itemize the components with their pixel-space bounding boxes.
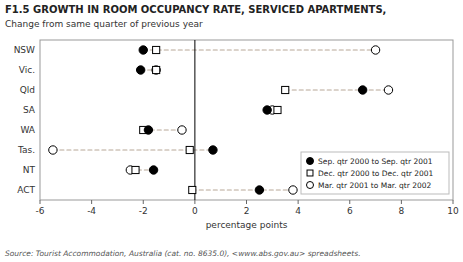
x-tick — [91, 200, 92, 204]
x-tick — [194, 200, 195, 204]
dot — [149, 166, 157, 174]
y-tick-label: Qld — [20, 85, 35, 95]
plot-frame — [40, 40, 453, 200]
x-tick — [246, 200, 247, 204]
dot — [139, 46, 147, 54]
dot — [153, 66, 160, 73]
dot — [152, 66, 160, 74]
x-tick — [401, 200, 402, 204]
x-tick-label: -2 — [139, 206, 148, 216]
legend-label: Sep. qtr 2000 to Sep. qtr 2001 — [318, 157, 433, 166]
range-line — [192, 189, 293, 190]
legend-marker — [307, 170, 313, 176]
y-tick-label: NSW — [14, 45, 35, 55]
dot — [255, 186, 263, 194]
legend: Sep. qtr 2000 to Sep. qtr 2001 Dec. qtr 2… — [301, 152, 449, 194]
dot — [49, 146, 57, 154]
dot — [144, 126, 152, 134]
chart: F1.5 GROWTH IN ROOM OCCUPANCY RATE, SERV… — [0, 0, 463, 262]
y-tick-label: Vic. — [19, 65, 35, 75]
dot — [282, 86, 289, 93]
x-tick-label: 2 — [244, 206, 250, 216]
dot — [209, 146, 217, 154]
dot — [136, 66, 144, 74]
dot — [153, 46, 160, 53]
y-tick-label: NT — [23, 165, 36, 175]
x-tick-label: 8 — [399, 206, 405, 216]
legend-frame — [301, 152, 449, 194]
y-tick-label: SA — [23, 105, 36, 115]
x-tick-label: 6 — [347, 206, 353, 216]
dot — [263, 106, 271, 114]
x-tick — [143, 200, 144, 204]
dot — [189, 186, 196, 193]
dot — [358, 86, 366, 94]
dot — [371, 46, 379, 54]
legend-label: Mar. qtr 2001 to Mar. qtr 2002 — [318, 181, 431, 190]
x-tick-label: 10 — [447, 206, 459, 216]
x-tick — [298, 200, 299, 204]
dot — [178, 126, 186, 134]
range-line — [285, 89, 388, 90]
range-line — [143, 49, 375, 50]
title: F1.5 GROWTH IN ROOM OCCUPANCY RATE, SERV… — [5, 4, 386, 15]
dot — [274, 106, 281, 113]
y-tick-label: Tas. — [17, 145, 35, 155]
x-tick — [349, 200, 350, 204]
subtitle: Change from same quarter of previous yea… — [5, 19, 203, 29]
x-tick-label: 4 — [295, 206, 301, 216]
x-tick-label: -4 — [87, 206, 96, 216]
x-tick — [40, 200, 41, 204]
x-tick — [453, 200, 454, 204]
dot — [132, 166, 139, 173]
legend-marker — [307, 158, 314, 165]
x-tick-label: -6 — [36, 206, 45, 216]
x-tick-label: 0 — [192, 206, 198, 216]
y-tick-label: WA — [20, 125, 35, 135]
dot — [289, 186, 297, 194]
legend-marker — [307, 182, 314, 189]
x-axis-label: percentage points — [206, 220, 288, 230]
source: Source: Tourist Accommodation, Australia… — [5, 249, 361, 258]
dot — [384, 86, 392, 94]
reference-line — [194, 40, 195, 200]
y-tick-label: ACT — [17, 185, 35, 195]
legend-label: Dec. qtr 2000 to Dec. qtr 2001 — [318, 169, 434, 178]
dot — [186, 146, 193, 153]
